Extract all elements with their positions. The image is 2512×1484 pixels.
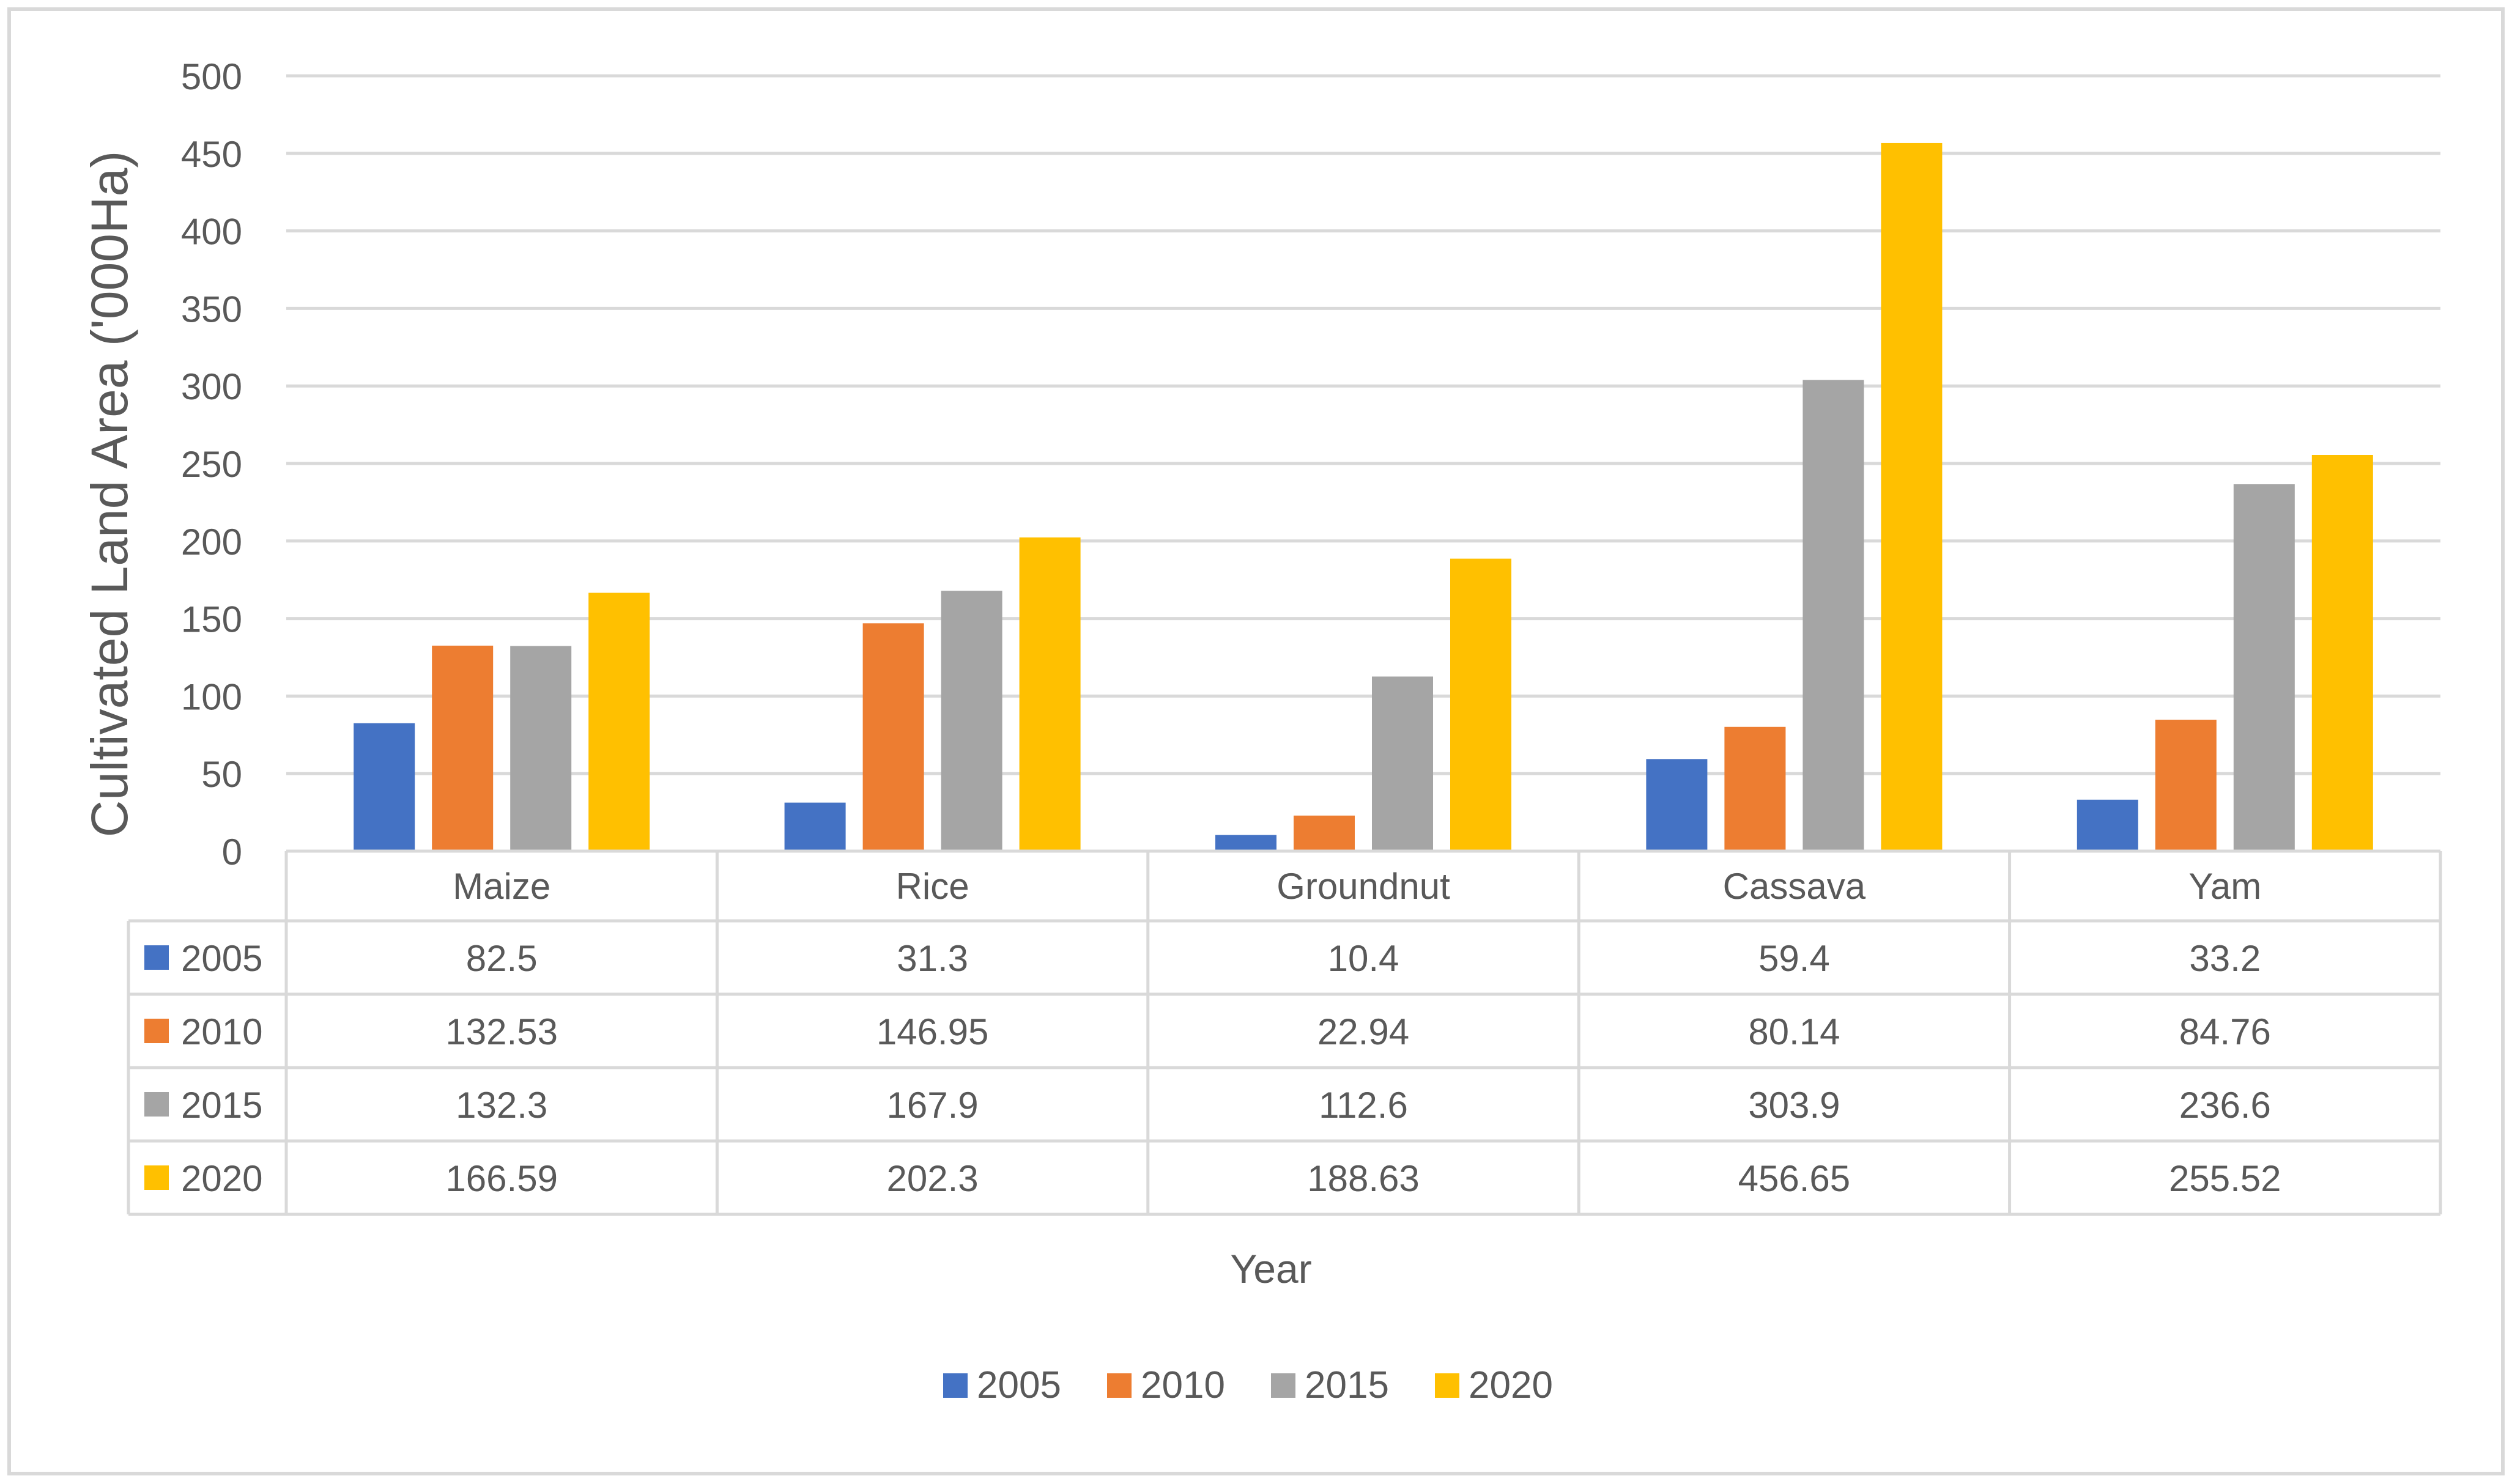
table-legend-key bbox=[144, 1092, 169, 1117]
table-series-label: 2010 bbox=[181, 1011, 262, 1052]
bar-2020-maize bbox=[588, 592, 650, 851]
bar-2020-groundnut bbox=[1450, 558, 1511, 851]
y-tick-label: 150 bbox=[181, 599, 242, 640]
table-cell-value: 132.53 bbox=[445, 1011, 558, 1052]
bar-2020-yam bbox=[2311, 455, 2373, 851]
table-cell-value: 146.95 bbox=[876, 1011, 989, 1052]
bar-2010-yam bbox=[2155, 720, 2217, 851]
y-tick-label: 400 bbox=[181, 212, 242, 253]
y-tick-label: 50 bbox=[201, 754, 242, 795]
table-cell-value: 202.3 bbox=[887, 1158, 979, 1199]
x-axis-title: Year bbox=[1230, 1246, 1311, 1291]
bar-2010-groundnut bbox=[1294, 815, 1355, 851]
bar-2015-rice bbox=[941, 591, 1002, 851]
y-tick-label: 450 bbox=[181, 134, 242, 175]
table-cell-value: 303.9 bbox=[1748, 1085, 1840, 1126]
y-tick-label: 350 bbox=[181, 289, 242, 330]
y-axis-title: Cultivated Land Area ('000Ha) bbox=[81, 151, 138, 838]
table-cell-value: 166.59 bbox=[445, 1158, 558, 1199]
bar-2015-cassava bbox=[1802, 380, 1864, 851]
legend-label: 2010 bbox=[1141, 1364, 1225, 1406]
bar-2015-maize bbox=[510, 646, 572, 851]
table-legend-key bbox=[144, 1165, 169, 1190]
y-tick-label: 100 bbox=[181, 676, 242, 717]
table-cell-value: 33.2 bbox=[2189, 938, 2261, 979]
table-cell-value: 82.5 bbox=[466, 938, 538, 979]
bar-2020-rice bbox=[1019, 537, 1081, 851]
table-cell-value: 112.6 bbox=[1319, 1085, 1408, 1126]
bar-2005-maize bbox=[354, 723, 415, 851]
bar-2005-rice bbox=[784, 802, 846, 851]
chart-frame: 0 50 100 150 200 250 300 350 400 450 500 Maize Rice… bbox=[7, 7, 2505, 1475]
legend-key bbox=[1435, 1373, 1459, 1398]
bar-2015-yam bbox=[2233, 484, 2295, 851]
table-cell-value: 255.52 bbox=[2169, 1158, 2281, 1199]
y-tick-label: 300 bbox=[181, 366, 242, 407]
legend-key bbox=[943, 1373, 968, 1398]
table-cell-value: 456.65 bbox=[1738, 1158, 1851, 1199]
table-cell-value: 188.63 bbox=[1307, 1158, 1420, 1199]
legend-label: 2015 bbox=[1305, 1364, 1389, 1406]
table-cell-value: 10.4 bbox=[1328, 938, 1399, 979]
category-label: Groundnut bbox=[1276, 866, 1450, 907]
category-label: Maize bbox=[453, 866, 550, 907]
legend-label: 2020 bbox=[1469, 1364, 1553, 1406]
table-cell-value: 132.3 bbox=[456, 1085, 547, 1126]
table-series-label: 2015 bbox=[181, 1085, 262, 1126]
table-cell-value: 84.76 bbox=[2179, 1011, 2271, 1052]
y-axis-ticks: 0 50 100 150 200 250 300 350 400 450 500 bbox=[181, 56, 242, 873]
table-series-label: 2005 bbox=[181, 938, 262, 979]
y-tick-label: 500 bbox=[181, 56, 242, 97]
category-label: Yam bbox=[2188, 866, 2261, 907]
table-series-label: 2020 bbox=[181, 1158, 262, 1199]
legend-key bbox=[1271, 1373, 1295, 1398]
table-legend-key bbox=[144, 945, 169, 970]
table-cell-value: 22.94 bbox=[1317, 1011, 1409, 1052]
bar-chart: 0 50 100 150 200 250 300 350 400 450 500 Maize Rice… bbox=[81, 56, 2442, 1406]
table-cell-value: 167.9 bbox=[887, 1085, 979, 1126]
table-cell-value: 80.14 bbox=[1748, 1011, 1840, 1052]
table-cell-value: 31.3 bbox=[897, 938, 968, 979]
category-label: Rice bbox=[896, 866, 969, 907]
bar-2005-groundnut bbox=[1215, 835, 1276, 851]
bar-2015-groundnut bbox=[1372, 676, 1433, 851]
y-tick-label: 250 bbox=[181, 444, 242, 485]
bar-2010-cassava bbox=[1724, 726, 1786, 851]
table-legend-key bbox=[144, 1019, 169, 1043]
bars bbox=[354, 142, 2373, 852]
bar-2010-maize bbox=[432, 645, 494, 851]
bar-2020-cassava bbox=[1881, 142, 1943, 852]
bar-2010-rice bbox=[862, 623, 924, 851]
legend-key bbox=[1107, 1373, 1132, 1398]
legend: 2005 2010 2015 2020 bbox=[943, 1364, 1553, 1406]
y-tick-label: 0 bbox=[222, 832, 242, 873]
bar-2005-yam bbox=[2077, 799, 2138, 851]
legend-label: 2005 bbox=[977, 1364, 1061, 1406]
table-cell-value: 236.6 bbox=[2179, 1085, 2271, 1126]
table-cell-value: 59.4 bbox=[1758, 938, 1830, 979]
y-tick-label: 200 bbox=[181, 522, 242, 563]
data-table: Maize Rice Groundnut Cassava Yam 2005 82.5 31.3… bbox=[127, 849, 2442, 1216]
category-label: Cassava bbox=[1723, 866, 1866, 907]
bar-2005-cassava bbox=[1646, 759, 1708, 851]
